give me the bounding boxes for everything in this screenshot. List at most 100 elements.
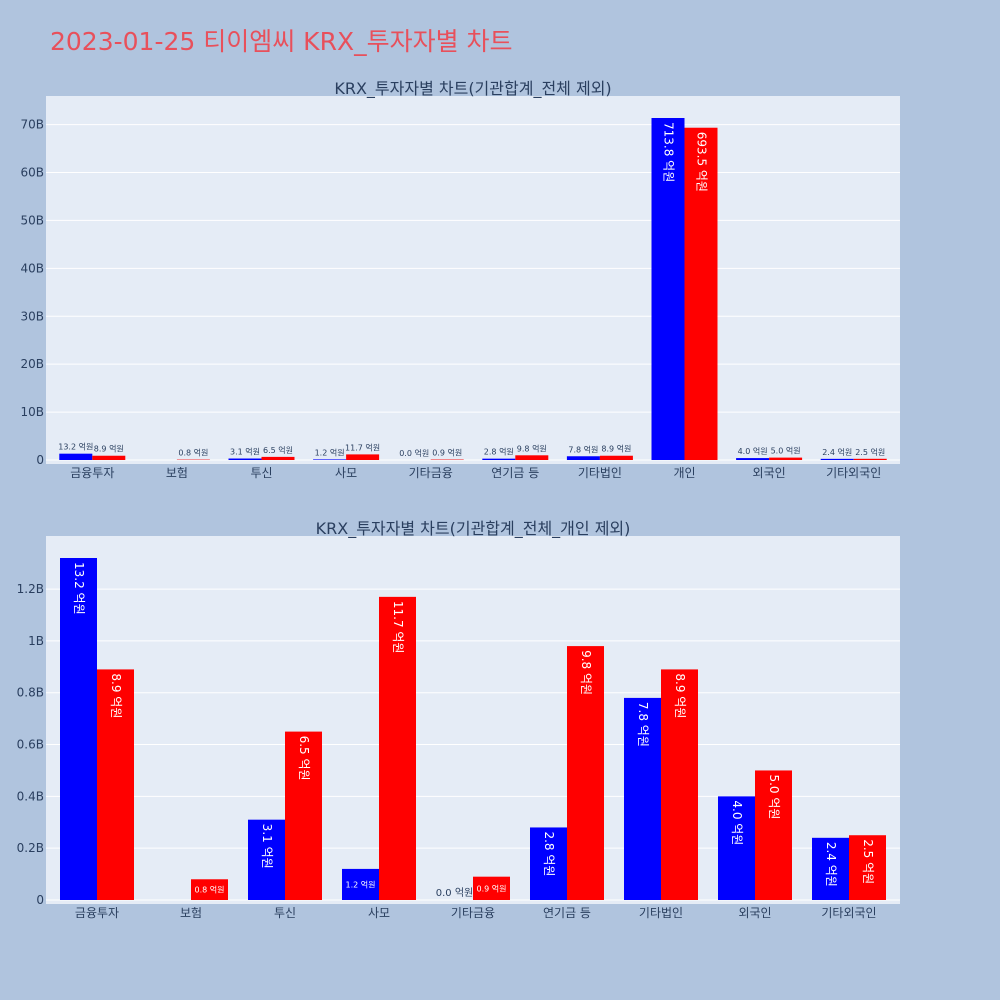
data-label: 3.1 억원 xyxy=(230,447,260,457)
y-tick-label: 0.8B xyxy=(17,686,44,700)
bar xyxy=(515,455,549,460)
data-label: 8.9 억원 xyxy=(673,673,687,718)
plot-area xyxy=(46,96,900,464)
bar xyxy=(755,770,792,900)
x-tick-label: 연기금 등 xyxy=(491,466,539,480)
data-label: 11.7 억원 xyxy=(345,442,380,452)
bar xyxy=(285,731,322,900)
y-tick-label: 60B xyxy=(20,166,44,180)
bar xyxy=(820,458,854,460)
y-tick-label: 1.2B xyxy=(17,582,44,596)
data-label: 13.2 억원 xyxy=(58,442,93,452)
bar xyxy=(228,458,262,460)
data-label: 4.0 억원 xyxy=(738,446,768,456)
data-label: 13.2 억원 xyxy=(72,562,86,615)
x-tick-label: 투신 xyxy=(274,906,296,920)
data-label: 0.0 억원 xyxy=(399,448,429,458)
y-tick-label: 0.4B xyxy=(17,789,44,803)
x-tick-label: 외국인 xyxy=(738,906,771,920)
bar xyxy=(530,827,567,900)
data-label: 0.9 억원 xyxy=(477,883,507,893)
y-tick-label: 30B xyxy=(20,309,44,323)
data-label: 0.8 억원 xyxy=(195,885,225,895)
bar xyxy=(567,646,604,900)
bar xyxy=(261,456,295,460)
data-label: 8.9 억원 xyxy=(601,444,631,454)
x-tick-label: 금융투자 xyxy=(75,906,119,920)
data-label: 0.0 억원 xyxy=(436,887,473,899)
bar xyxy=(248,819,285,900)
bar xyxy=(566,456,600,460)
data-label: 1.2 억원 xyxy=(346,879,376,889)
chart-title: KRX_투자자별 차트(기관합계_전체_개인 제외) xyxy=(316,519,631,539)
page-title: 2023-01-25 티이엠씨 KRX_투자자별 차트 xyxy=(50,27,513,56)
bar xyxy=(853,458,887,460)
bar xyxy=(812,837,849,900)
bar xyxy=(599,455,633,460)
data-label: 3.1 억원 xyxy=(260,824,274,869)
chart-title: KRX_투자자별 차트(기관합계_전체 제외) xyxy=(334,79,611,99)
data-label: 5.0 억원 xyxy=(771,446,801,456)
data-label: 0.9 억원 xyxy=(432,448,462,458)
x-tick-label: 기타외국인 xyxy=(821,906,876,920)
y-tick-label: 40B xyxy=(20,261,44,275)
data-label: 0.8 억원 xyxy=(178,448,208,458)
data-label: 2.5 억원 xyxy=(861,839,875,884)
y-tick-label: 0.2B xyxy=(17,841,44,855)
bar xyxy=(191,879,228,900)
data-label: 2.4 억원 xyxy=(824,842,838,887)
data-label: 693.5 억원 xyxy=(695,132,709,192)
x-tick-label: 기타금융 xyxy=(451,906,495,920)
y-tick-label: 10B xyxy=(20,405,44,419)
bar xyxy=(346,454,380,460)
y-tick-label: 0.6B xyxy=(17,738,44,752)
bar xyxy=(342,868,379,900)
data-label: 11.7 억원 xyxy=(391,601,405,654)
y-tick-label: 20B xyxy=(20,357,44,371)
data-label: 5.0 억원 xyxy=(767,774,781,819)
bar xyxy=(473,876,510,900)
data-label: 9.8 억원 xyxy=(517,443,547,453)
bar xyxy=(624,697,661,900)
data-label: 4.0 억원 xyxy=(730,800,744,845)
x-tick-label: 기타외국인 xyxy=(826,466,881,480)
bar xyxy=(661,669,698,900)
data-label: 6.5 억원 xyxy=(297,736,311,781)
x-tick-label: 기타법인 xyxy=(639,906,683,920)
bar xyxy=(313,459,347,460)
x-tick-label: 개인 xyxy=(673,466,695,480)
data-label: 9.8 억원 xyxy=(579,650,593,695)
data-label: 7.8 억원 xyxy=(636,702,650,747)
bar xyxy=(59,453,93,460)
data-label: 2.5 억원 xyxy=(855,447,885,457)
bar xyxy=(651,118,685,460)
data-label: 2.8 억원 xyxy=(542,831,556,876)
y-tick-label: 50B xyxy=(20,213,44,227)
x-tick-label: 외국인 xyxy=(753,466,786,480)
data-label: 713.8 억원 xyxy=(662,122,676,182)
x-tick-label: 기타금융 xyxy=(409,466,453,480)
x-tick-label: 사모 xyxy=(368,906,390,920)
bar xyxy=(92,455,126,460)
data-label: 6.5 억원 xyxy=(263,445,293,455)
x-tick-label: 기타법인 xyxy=(578,466,622,480)
y-tick-label: 1B xyxy=(28,634,44,648)
bar xyxy=(97,669,134,900)
data-label: 7.8 억원 xyxy=(568,444,598,454)
x-tick-label: 연기금 등 xyxy=(543,906,591,920)
y-tick-label: 0 xyxy=(36,893,44,907)
data-label: 8.9 억원 xyxy=(94,444,124,454)
x-tick-label: 사모 xyxy=(335,466,357,480)
bar xyxy=(718,796,755,900)
data-label: 1.2 억원 xyxy=(315,447,345,457)
data-label: 2.4 억원 xyxy=(822,447,852,457)
y-tick-label: 0 xyxy=(36,453,44,467)
chart-top: KRX_투자자별 차트(기관합계_전체 제외) 0 10B 20B 30B 40B 50B 6… xyxy=(20,79,900,480)
bar xyxy=(849,835,886,900)
x-tick-label: 투신 xyxy=(250,466,272,480)
x-tick-label: 보험 xyxy=(166,466,188,480)
x-tick-label: 금융투자 xyxy=(70,466,114,480)
bar xyxy=(60,558,97,900)
x-tick-label: 보험 xyxy=(180,906,202,920)
